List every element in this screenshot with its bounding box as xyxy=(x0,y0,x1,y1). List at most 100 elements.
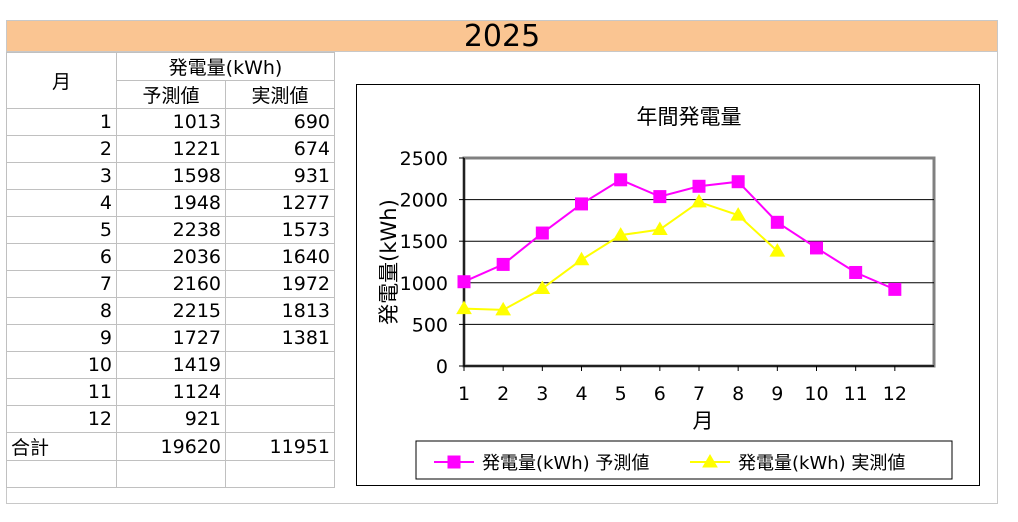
actual-cell: 1277 xyxy=(225,189,335,217)
data-point xyxy=(612,227,629,241)
actual-cell: 1573 xyxy=(225,216,335,244)
header-row-2: 予測値 実測値 xyxy=(7,80,335,109)
data-point xyxy=(769,243,786,257)
group-header: 発電量(kWh) xyxy=(116,52,335,81)
predicted-cell: 2238 xyxy=(116,216,226,244)
actual-cell: 1381 xyxy=(225,324,335,352)
empty-cell xyxy=(116,460,226,488)
data-point xyxy=(614,173,628,187)
data-point xyxy=(888,282,902,296)
month-cell: 4 xyxy=(6,189,117,217)
predicted-cell: 2215 xyxy=(116,297,226,325)
actual-cell xyxy=(225,378,335,406)
table-row: 10 1419 xyxy=(6,351,335,379)
total-actual: 11951 xyxy=(225,432,335,461)
data-point xyxy=(810,241,823,255)
total-predicted: 19620 xyxy=(116,432,226,461)
legend-label: 発電量(kWh) 予測値 xyxy=(482,453,649,474)
data-point xyxy=(692,179,706,193)
legend xyxy=(415,440,953,480)
month-cell: 12 xyxy=(6,405,117,433)
month-cell: 7 xyxy=(6,270,117,298)
total-label: 合計 xyxy=(6,432,117,461)
data-point xyxy=(731,175,745,189)
predicted-cell: 1948 xyxy=(116,189,226,217)
month-cell: 5 xyxy=(6,216,117,244)
month-cell: 1 xyxy=(6,108,117,136)
table-row: 5 2238 1573 xyxy=(6,216,335,244)
empty-cell xyxy=(6,460,117,488)
actual-cell: 674 xyxy=(225,135,335,163)
y-tick-label: 1000 xyxy=(400,273,448,295)
x-tick-label: 1 xyxy=(458,383,470,405)
series-line-0 xyxy=(463,178,896,291)
predicted-cell: 2160 xyxy=(116,270,226,298)
actual-cell: 1813 xyxy=(225,297,335,325)
table-row: 11 1124 xyxy=(6,378,335,406)
month-header: 月 xyxy=(6,52,117,109)
predicted-cell: 1419 xyxy=(116,351,226,379)
month-cell: 2 xyxy=(6,135,117,163)
predicted-cell: 1727 xyxy=(116,324,226,352)
predicted-cell: 1598 xyxy=(116,162,226,190)
y-tick-label: 0 xyxy=(436,356,448,378)
actual-cell: 1640 xyxy=(225,243,335,271)
x-tick-label: 4 xyxy=(575,383,587,405)
table-row: 4 1948 1277 xyxy=(6,189,335,217)
data-point xyxy=(575,197,588,211)
x-tick-label: 6 xyxy=(654,383,666,405)
month-cell: 9 xyxy=(6,324,117,352)
table-row: 2 1221 674 xyxy=(6,135,335,163)
data-point xyxy=(651,221,668,236)
data-point xyxy=(730,207,747,221)
data-point xyxy=(573,251,590,266)
month-cell: 8 xyxy=(6,297,117,325)
data-point xyxy=(495,301,512,316)
data-point xyxy=(496,257,510,271)
y-axis-title: 発電量(kWh) xyxy=(377,199,401,325)
x-tick-label: 9 xyxy=(771,383,783,405)
actual-cell: 931 xyxy=(225,162,335,190)
y-tick-label: 1500 xyxy=(400,231,448,253)
table-row: 7 2160 1972 xyxy=(6,270,335,298)
predicted-cell: 921 xyxy=(116,405,226,433)
legend-marker xyxy=(702,454,718,468)
x-tick-label: 7 xyxy=(693,383,705,405)
y-tick-label: 2000 xyxy=(400,190,448,212)
y-tick-label: 2500 xyxy=(400,148,448,170)
predicted-cell: 2036 xyxy=(116,243,226,271)
actual-cell xyxy=(225,351,335,379)
predicted-header: 予測値 xyxy=(116,80,226,109)
month-cell: 10 xyxy=(6,351,117,379)
data-point xyxy=(535,226,549,240)
data-point xyxy=(457,275,471,289)
data-point xyxy=(770,215,784,229)
x-tick-label: 10 xyxy=(804,383,828,405)
table-row: 6 2036 1640 xyxy=(6,243,335,271)
data-point xyxy=(456,300,472,315)
actual-cell xyxy=(225,405,335,433)
actual-cell: 1972 xyxy=(225,270,335,298)
legend-marker xyxy=(447,455,461,469)
month-cell: 6 xyxy=(6,243,117,271)
data-point xyxy=(849,265,863,279)
table-row: 3 1598 931 xyxy=(6,162,335,190)
x-tick-label: 11 xyxy=(844,383,868,405)
chart-title: 年間発電量 xyxy=(637,105,742,129)
x-tick-label: 8 xyxy=(732,383,744,405)
table-row: 12 921 xyxy=(6,405,335,433)
data-point xyxy=(653,190,667,204)
table-row: 9 1727 1381 xyxy=(6,324,335,352)
actual-cell: 690 xyxy=(225,108,335,136)
total-row: 合計 19620 11951 xyxy=(6,432,335,461)
x-tick-label: 5 xyxy=(615,383,627,405)
year-title: 2025 xyxy=(6,20,998,52)
y-tick-label: 500 xyxy=(412,314,448,336)
legend-label: 発電量(kWh) 実測値 xyxy=(738,453,905,474)
header-row-1: 月 発電量(kWh) xyxy=(6,52,335,109)
empty-cell xyxy=(225,460,335,488)
x-tick-label: 12 xyxy=(883,383,907,405)
month-cell: 3 xyxy=(6,162,117,190)
actual-header: 実測値 xyxy=(225,80,335,109)
